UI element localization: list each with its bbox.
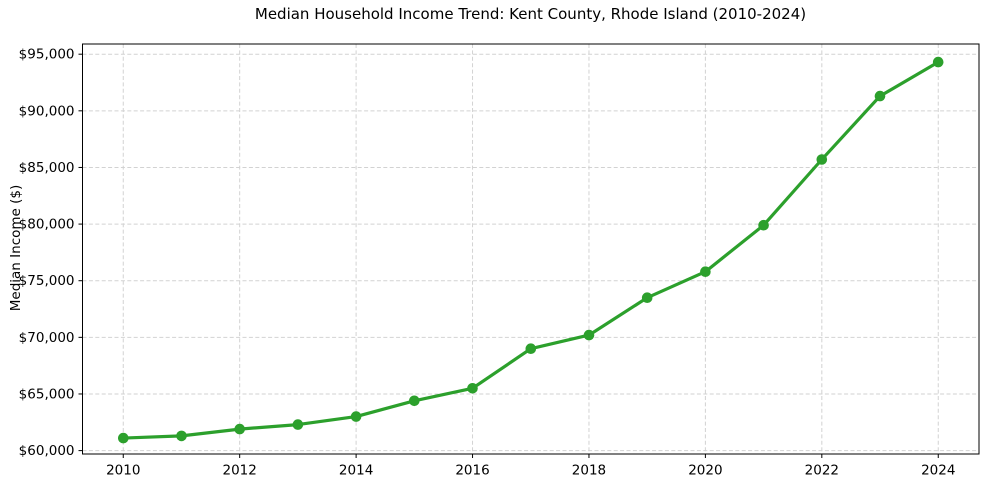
data-point-2022 — [816, 154, 828, 165]
data-point-2017 — [525, 343, 537, 355]
y-tick-label: $65,000 — [19, 386, 75, 402]
x-tick-label: 2012 — [222, 463, 256, 479]
x-tick-label: 2024 — [921, 463, 955, 479]
y-tick-label: $95,000 — [19, 47, 75, 63]
data-point-2014 — [350, 411, 362, 422]
data-point-2012 — [234, 423, 245, 435]
x-tick-label: 2020 — [688, 463, 722, 479]
y-tick-label: $70,000 — [19, 330, 75, 346]
data-point-2010 — [118, 432, 129, 444]
data-point-2013 — [292, 419, 304, 430]
data-point-2024 — [932, 56, 944, 68]
data-point-2016 — [467, 383, 478, 394]
data-point-2015 — [409, 395, 420, 407]
y-tick-label: $80,000 — [19, 217, 75, 233]
y-tick-label: $90,000 — [19, 103, 75, 119]
data-point-2018 — [583, 329, 595, 341]
x-tick-label: 2018 — [572, 463, 606, 479]
y-tick-label: $60,000 — [19, 443, 75, 459]
x-tick-label: 2016 — [455, 463, 489, 479]
x-tick-label: 2022 — [805, 463, 839, 479]
plot-border — [82, 43, 980, 455]
data-point-2021 — [758, 219, 769, 231]
data-point-2023 — [874, 90, 886, 102]
chart-title: Median Household Income Trend: Kent Coun… — [254, 5, 807, 23]
x-tick-label: 2010 — [106, 463, 140, 479]
y-tick-label: $75,000 — [19, 273, 75, 289]
plot-area — [82, 44, 979, 454]
data-point-2020 — [700, 266, 711, 278]
data-point-2019 — [641, 292, 653, 304]
x-tick-label: 2014 — [339, 463, 373, 479]
y-tick-label: $85,000 — [19, 160, 75, 176]
data-point-2011 — [176, 430, 187, 442]
